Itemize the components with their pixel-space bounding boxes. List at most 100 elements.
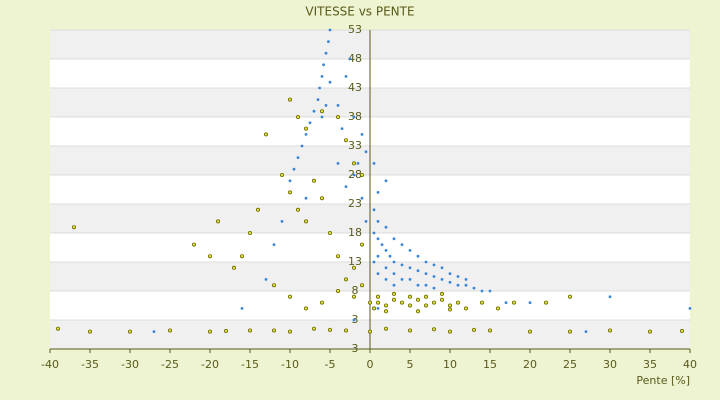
point: [308, 121, 312, 125]
point: [296, 156, 300, 160]
point: [415, 309, 420, 314]
point: [311, 178, 316, 183]
point: [407, 294, 412, 299]
point: [288, 179, 292, 183]
point: [351, 161, 356, 166]
point: [408, 266, 412, 270]
point: [320, 75, 324, 78]
point: [272, 243, 276, 247]
point: [608, 295, 612, 299]
point: [343, 328, 348, 333]
point: [287, 294, 292, 299]
point: [359, 242, 364, 247]
point: [408, 278, 412, 281]
point: [464, 278, 468, 281]
point: [380, 243, 384, 247]
y-tick-label: 13: [348, 255, 362, 268]
point: [372, 260, 376, 264]
point: [360, 196, 364, 200]
point: [376, 237, 380, 241]
point: [416, 269, 420, 273]
x-tick-label: 30: [603, 358, 617, 371]
point: [388, 254, 392, 258]
x-tick-label: 10: [443, 358, 457, 371]
point: [292, 167, 296, 171]
point: [318, 86, 321, 90]
point: [447, 303, 452, 308]
point: [400, 278, 404, 281]
x-tick-label: -25: [161, 358, 179, 371]
point: [303, 126, 308, 131]
point: [400, 243, 404, 247]
point: [324, 104, 328, 107]
x-tick-label: -5: [325, 358, 336, 371]
point: [423, 294, 428, 299]
point: [348, 57, 352, 61]
point: [384, 278, 388, 281]
point: [440, 278, 444, 281]
point: [371, 306, 376, 311]
point: [322, 63, 325, 67]
x-tick-label: -15: [241, 358, 259, 371]
point: [240, 307, 244, 310]
point: [504, 301, 508, 304]
point: [72, 225, 77, 230]
point: [431, 300, 436, 305]
point: [424, 283, 428, 287]
point: [376, 272, 380, 275]
point: [488, 289, 492, 293]
x-tick-label: -35: [81, 358, 99, 371]
point: [303, 219, 308, 224]
point: [367, 329, 372, 334]
point: [384, 266, 388, 270]
point: [456, 275, 460, 278]
x-tick-label: 35: [643, 358, 657, 371]
x-tick-label: 25: [563, 358, 577, 371]
point: [680, 329, 685, 334]
point: [152, 330, 156, 333]
point: [439, 297, 444, 302]
point: [375, 294, 380, 299]
point: [304, 196, 308, 200]
point: [447, 329, 452, 334]
point: [351, 294, 356, 299]
point: [408, 249, 412, 252]
point: [207, 254, 212, 259]
point: [312, 109, 316, 113]
point: [432, 263, 436, 267]
point: [167, 328, 172, 333]
x-tick-label: -30: [121, 358, 139, 371]
point: [463, 306, 468, 311]
point: [384, 225, 388, 229]
point: [335, 254, 340, 259]
point: [336, 104, 340, 107]
point: [343, 138, 348, 143]
point: [343, 277, 348, 282]
y-tick-label: 23: [348, 197, 362, 210]
point: [383, 303, 388, 308]
point: [407, 328, 412, 333]
point: [608, 328, 613, 333]
point: [295, 207, 300, 212]
point: [328, 28, 332, 32]
point: [300, 144, 304, 148]
point: [528, 301, 532, 304]
point: [231, 265, 236, 270]
point: [472, 286, 476, 290]
point: [391, 297, 396, 302]
x-tick-label: -10: [281, 358, 299, 371]
x-tick-label: 0: [367, 358, 374, 371]
point: [352, 318, 356, 322]
point: [448, 280, 452, 284]
point: [319, 300, 324, 305]
point: [303, 306, 308, 311]
x-tick-label: 40: [683, 358, 697, 371]
point: [215, 219, 220, 224]
point: [448, 272, 452, 275]
point: [247, 328, 252, 333]
point: [88, 329, 93, 334]
point: [336, 162, 340, 165]
x-tick-label: 20: [523, 358, 537, 371]
point: [324, 51, 328, 55]
point: [359, 283, 364, 288]
